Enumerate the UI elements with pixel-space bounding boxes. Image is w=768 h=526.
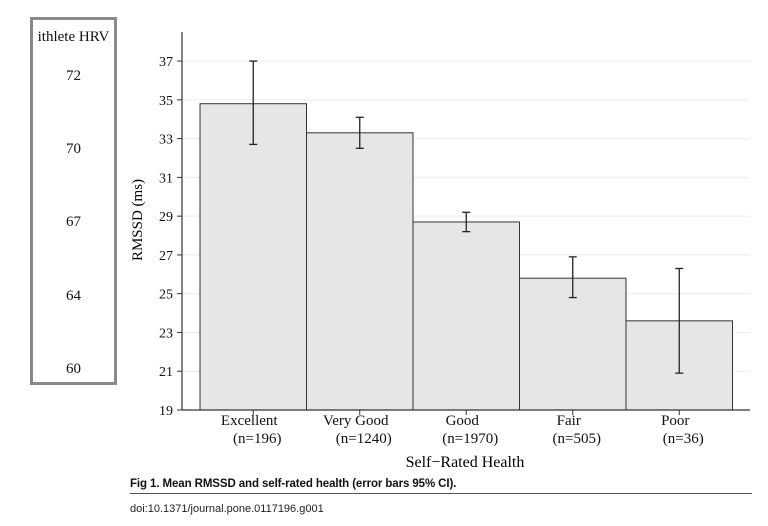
side-panel-value: 70: [66, 141, 81, 157]
x-count-label: (n=1970): [442, 431, 498, 447]
y-tick-label: 21: [159, 365, 173, 380]
y-tick-label: 31: [159, 171, 173, 186]
bars: [199, 103, 733, 411]
side-panel-value: 72: [66, 68, 81, 84]
x-tick-label: Fair: [557, 413, 581, 429]
caption-divider: [130, 493, 752, 494]
axes: [177, 32, 750, 415]
y-tick-label: 35: [159, 94, 173, 109]
y-tick-label: 33: [159, 133, 173, 148]
x-axis-label: Self−Rated Health: [406, 454, 525, 471]
bar: [306, 132, 414, 411]
y-tick-label: 37: [159, 55, 173, 70]
bar: [199, 103, 307, 411]
y-axis-label: RMSSD (ms): [130, 179, 146, 261]
y-tick-label: 25: [159, 288, 173, 303]
x-tick-label: Excellent: [221, 413, 278, 429]
side-panel-value: 60: [66, 361, 81, 377]
x-count-label: (n=36): [663, 431, 704, 447]
bar: [519, 277, 627, 411]
figure-caption: Fig 1. Mean RMSSD and self-rated health …: [130, 478, 457, 490]
x-count-label: (n=505): [553, 431, 601, 447]
x-tick-label: Good: [446, 413, 480, 429]
y-tick-label: 29: [159, 210, 173, 225]
x-count-label: (n=196): [233, 431, 281, 447]
error-bars: [249, 60, 684, 374]
x-count-label: (n=1240): [336, 431, 392, 447]
y-tick-label: 19: [159, 404, 173, 419]
side-panel-title: ithlete HRV: [37, 29, 110, 45]
ithlete-hrv-scale-panel: ithlete HRV 72 70 67 64 60: [30, 17, 117, 385]
x-tick-label: Poor: [661, 413, 689, 429]
doi-text: doi:10.1371/journal.pone.0117196.g001: [130, 503, 324, 515]
x-tick-label: Very Good: [323, 413, 389, 429]
y-tick-label: 23: [159, 326, 173, 341]
tick-labels: 19 21 23 25 27 29 31 33 35 37 Excellent (n=196) Very…: [159, 55, 704, 447]
side-panel-value: 67: [66, 214, 81, 230]
y-tick-label: 27: [159, 249, 173, 264]
side-panel-value: 64: [66, 288, 81, 304]
bar: [412, 221, 520, 411]
